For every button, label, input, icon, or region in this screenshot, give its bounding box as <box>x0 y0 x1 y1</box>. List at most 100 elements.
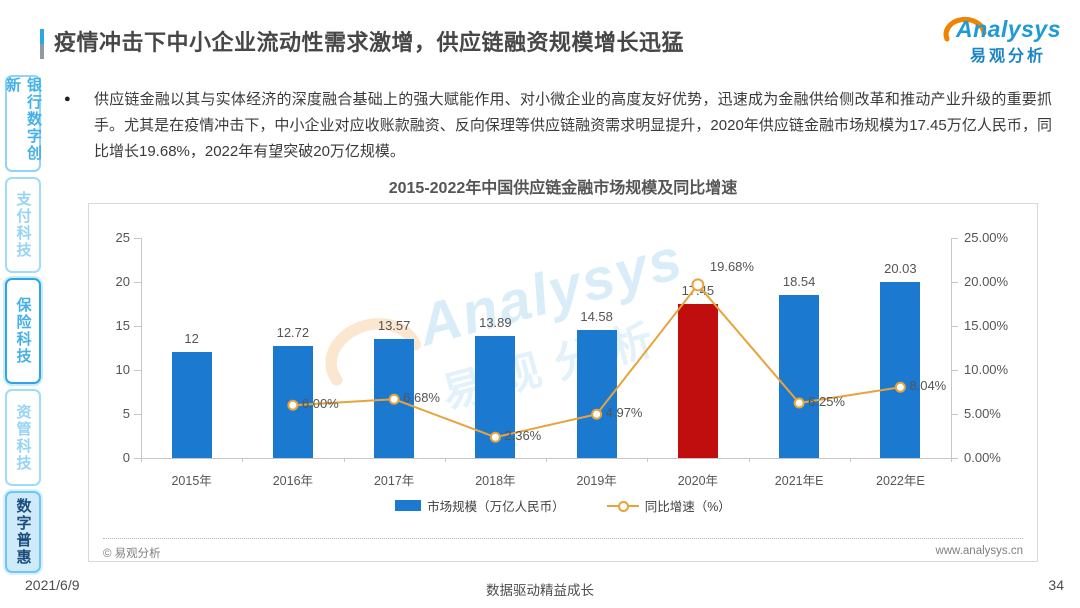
right-axis-tickmark <box>951 326 958 327</box>
left-axis-tick-label: 15 <box>115 318 130 333</box>
line-point-2019年 <box>591 408 603 420</box>
bar-2015年 <box>171 352 212 458</box>
right-axis-tick-label: 20.00% <box>964 274 1009 289</box>
source-row: © 易观分析 www.analysys.cn <box>103 545 1023 561</box>
x-axis-tickmark <box>343 458 345 462</box>
chart-title: 2015-2022年中国供应链金融市场规模及同比增速 <box>388 180 738 197</box>
bar-value-label: 12 <box>184 331 199 347</box>
bar-2020年 <box>677 304 718 458</box>
left-axis-tickmark <box>134 238 141 239</box>
sidebar-item-payment-tech[interactable]: 支付科技 <box>5 177 41 273</box>
category-label: 2018年 <box>475 474 516 488</box>
y-axis-left-line <box>141 238 142 458</box>
line-point-2022年E <box>894 381 906 393</box>
line-point-2018年 <box>489 431 501 443</box>
legend-item-market-size: 市场规模（万亿人民币） <box>395 496 565 515</box>
chart-card: Analysys 易观分析 0 5 10 15 20 25 0.00% 5.00% 10.00%… <box>88 203 1038 562</box>
growth-value-label: 6.68% <box>403 390 440 406</box>
copyright-text: © 易观分析 <box>103 548 161 560</box>
legend-line-swatch <box>606 501 639 512</box>
bar-value-label: 20.03 <box>884 260 917 276</box>
logo-brand-text: Analysys <box>956 16 1062 42</box>
left-axis-tickmark <box>134 414 141 415</box>
x-axis-tickmark <box>242 458 244 462</box>
right-axis-tickmark <box>951 458 958 459</box>
footer-slogan: 数据驱动精益成长 <box>486 583 594 598</box>
category-label: 2019年 <box>576 474 617 488</box>
growth-value-label: 8.04% <box>909 378 947 394</box>
bar-value-label: 14.58 <box>580 308 613 324</box>
y-axis-right-line <box>951 238 952 458</box>
sidebar-item-asset-management-tech[interactable]: 资管科技 <box>5 389 41 486</box>
legend-label: 市场规模（万亿人民币） <box>427 500 565 514</box>
page-number: 34 <box>1048 577 1064 593</box>
legend-label: 同比增速（%） <box>644 500 731 514</box>
legend-bar-swatch <box>395 500 422 511</box>
growth-line-chart <box>287 278 906 443</box>
logo-swoosh-icon <box>943 16 987 42</box>
logo-brand-cn-text: 易观分析 <box>970 48 1047 65</box>
website-link[interactable]: www.analysys.cn <box>935 545 1023 557</box>
legend-item-growth-rate: 同比增速（%） <box>606 496 731 515</box>
left-axis-tickmark <box>134 370 141 371</box>
line-point-2016年 <box>287 399 299 411</box>
page-title: 疫情冲击下中小企业流动性需求激增，供应链融资规模增长迅猛 <box>54 30 685 55</box>
line-point-2017年 <box>388 393 400 405</box>
legend-line-marker <box>618 501 630 512</box>
x-axis-tickmark <box>748 458 750 462</box>
bar-value-label: 18.54 <box>782 273 816 289</box>
analysys-logo: Analysys 易观分析 <box>940 6 1078 65</box>
category-label: 2022年E <box>876 474 925 488</box>
category-label: 2017年 <box>373 474 415 488</box>
right-axis-tick-label: 10.00% <box>964 362 1009 377</box>
right-axis-tick-label: 15.00% <box>964 318 1009 333</box>
bullet-icon: ● <box>64 93 71 105</box>
chart-legend: 市场规模（万亿人民币） 同比增速（%） <box>89 496 1037 515</box>
category-label: 2015年 <box>171 474 212 488</box>
left-axis-tickmark <box>134 458 141 459</box>
sidebar-item-digital-inclusion[interactable]: 数字普惠 <box>5 491 41 573</box>
bar-value-label: 12.72 <box>276 325 310 341</box>
growth-value-label: 4.97% <box>605 405 643 421</box>
sidebar: 银行数字创新支付科技保险科技资管科技数字普惠 <box>4 75 42 573</box>
left-axis-tick-label: 5 <box>122 406 130 421</box>
left-axis-tickmark <box>134 282 141 283</box>
growth-value-label: 2.36% <box>504 428 542 444</box>
right-axis-tick-label: 0.00% <box>964 450 1001 465</box>
right-axis-tick-label: 25.00% <box>964 230 1009 245</box>
separator-line <box>103 538 1023 539</box>
plot-area: 0 5 10 15 20 25 0.00% 5.00% 10.00% 15.00% 20.00% 25… <box>116 230 1009 488</box>
sidebar-item-label: 支付科技 <box>14 191 32 259</box>
sidebar-item-label: 保险科技 <box>14 297 32 365</box>
right-axis-tickmark <box>951 370 958 371</box>
category-label: 2021年E <box>774 474 824 488</box>
right-axis-tickmark <box>951 414 958 415</box>
line-point-2020年 <box>691 278 705 292</box>
bar-2021年E <box>779 294 820 458</box>
sidebar-item-insurance-tech[interactable]: 保险科技 <box>5 278 41 384</box>
x-axis-tickmark <box>546 458 547 462</box>
bar-2019年 <box>576 329 617 458</box>
growth-value-label: 6.25% <box>808 394 845 409</box>
left-axis-tick-label: 0 <box>122 450 130 465</box>
line-point-2021年E <box>793 397 805 409</box>
x-axis-tickmark <box>849 458 851 462</box>
category-label: 2016年 <box>272 474 314 488</box>
bar-value-label: 13.89 <box>479 314 512 330</box>
left-axis-tick-label: 25 <box>115 230 130 245</box>
x-axis-tickmark <box>951 458 952 462</box>
right-axis-tickmark <box>951 282 958 283</box>
left-axis-tick-label: 20 <box>115 274 130 289</box>
x-axis-tickmark <box>444 458 446 462</box>
category-label: 2020年 <box>677 474 719 488</box>
sidebar-item-label: 数字普惠 <box>14 498 32 566</box>
bar-value-label: 13.57 <box>377 317 411 333</box>
footer-date: 2021/6/9 <box>25 577 80 593</box>
title-accent-bar <box>40 29 44 59</box>
sidebar-item-label: 资管科技 <box>14 403 32 472</box>
right-axis-tickmark <box>951 238 958 239</box>
growth-value-label: 6.00% <box>301 396 339 412</box>
x-axis-tickmark <box>141 458 142 462</box>
sidebar-item-banking-digital-innovation[interactable]: 银行数字创新 <box>4 75 42 172</box>
